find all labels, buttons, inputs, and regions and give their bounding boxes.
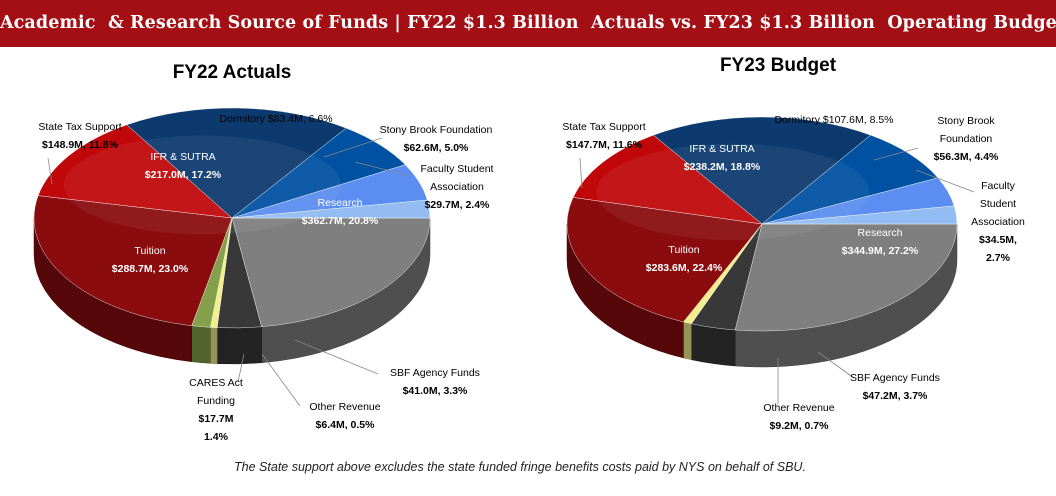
pie-side-sbf-agency-funds xyxy=(691,323,736,367)
pie-side-other-revenue xyxy=(683,321,692,361)
leader-line-state-tax-support xyxy=(579,157,583,189)
chart-fy23-budget: FY23 Budget Research $344.9M, 27.2% SBF Age… xyxy=(562,55,1025,432)
pie-side-sbf-agency-funds xyxy=(216,326,262,365)
chart-fy22-actuals: FY22 Actuals Research $362.7M, 20.8% SBF Ag… xyxy=(33,62,494,443)
leader-line-faculty-student-association xyxy=(915,169,975,193)
pie-slice-research xyxy=(734,223,958,332)
data-label-faculty-student-association: Faculty Student Association $34.5M, 2.7% xyxy=(971,180,1025,264)
pie-charts: FY22 Actuals Research $362.7M, 20.8% SBF Ag… xyxy=(33,55,1025,443)
pie-slices xyxy=(566,116,958,332)
pie-slice-tuition xyxy=(33,195,233,326)
data-label-cares-act-funding: CARES Act Funding $17.7M 1.4% xyxy=(189,377,243,443)
leader-line-stony-brook-foundation xyxy=(873,147,919,161)
pie-slices xyxy=(33,107,431,329)
data-label-tuition: Tuition $283.6M, 22.4% xyxy=(646,244,723,274)
pie-slice-research xyxy=(231,217,431,327)
data-label-tuition: Tuition $288.7M, 23.0% xyxy=(112,245,189,275)
pie-slice-tuition xyxy=(566,197,763,323)
data-label-research: Research $344.9M, 27.2% xyxy=(842,227,919,257)
pie-slice-ifr-and-sutra xyxy=(653,116,871,225)
leader-line-sbf-agency-funds xyxy=(817,351,855,379)
pie-slice-state-tax-support xyxy=(37,124,233,219)
pie-sheen xyxy=(63,135,341,235)
pie-sheen xyxy=(596,143,870,241)
data-label-stony-brook-foundation: Stony Brook Foundation $62.6M, 5.0% xyxy=(380,124,493,154)
data-label-research: Research $362.7M, 20.8% xyxy=(302,197,379,227)
leader-line-cares-act-funding xyxy=(237,353,245,383)
footnote: The State support above excludes the sta… xyxy=(234,460,806,474)
pie-sides xyxy=(566,223,958,368)
leader-line-state-tax-support xyxy=(47,157,53,185)
pie-side-cares-act-funding xyxy=(191,325,211,364)
data-label-ifr-and-sutra: IFR & SUTRA $238.2M, 18.8% xyxy=(684,143,761,173)
pie-slice-faculty-student-association xyxy=(761,205,958,225)
pie-slice-state-tax-support xyxy=(572,134,763,225)
data-label-sbf-agency-funds: SBF Agency Funds $47.2M, 3.7% xyxy=(850,372,940,402)
pie-slice-dormitory xyxy=(761,134,939,225)
data-label-ifr-and-sutra: IFR & SUTRA $217.0M, 17.2% xyxy=(145,151,222,181)
data-label-state-tax-support: State Tax Support $148.9M, 11.8% xyxy=(38,121,121,151)
chart-title: FY23 Budget xyxy=(720,55,837,76)
data-label-dormitory: Dormitory $107.6M, 8.5% xyxy=(774,114,893,126)
data-label-stony-brook-foundation: Stony Brook Foundation $56.3M, 4.4% xyxy=(934,115,999,163)
leader-line-faculty-student-association xyxy=(354,161,411,177)
leader-line-other-revenue xyxy=(261,353,301,407)
pie-slice-faculty-student-association xyxy=(231,199,431,219)
pie-slice-ifr-and-sutra xyxy=(126,107,347,219)
pie-sides xyxy=(33,217,431,365)
chart-title: FY22 Actuals xyxy=(173,62,292,83)
data-label-sbf-agency-funds: SBF Agency Funds $41.0M, 3.3% xyxy=(390,367,480,397)
leader-line-stony-brook-foundation xyxy=(323,137,383,158)
data-label-faculty-student-association: Faculty Student Association $29.7M, 2.4% xyxy=(421,163,494,211)
leader-line-sbf-agency-funds xyxy=(294,339,379,375)
pie-side-other-revenue xyxy=(210,327,218,364)
page-title: Academic & Research Source of Funds | FY… xyxy=(0,0,1056,47)
data-label-state-tax-support: State Tax Support $147.7M, 11.6% xyxy=(562,121,645,151)
data-label-dormitory: Dormitory $83.4M, 6.6% xyxy=(219,113,332,125)
data-label-other-revenue: Other Revenue $9.2M, 0.7% xyxy=(763,402,834,432)
data-label-other-revenue: Other Revenue $6.4M, 0.5% xyxy=(309,401,380,431)
